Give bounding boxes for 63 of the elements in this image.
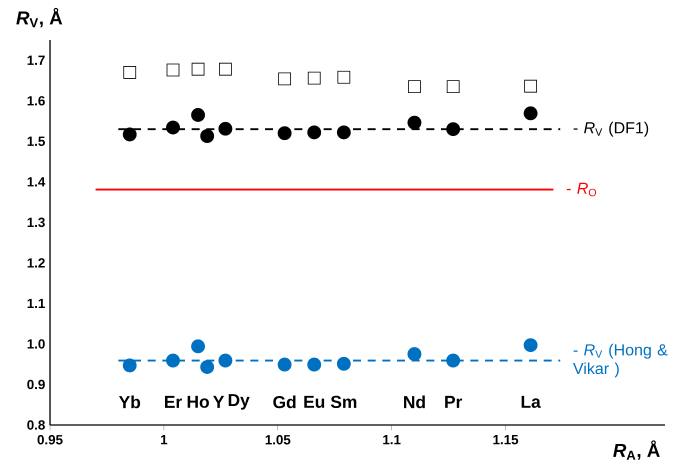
- x-tick-label: 1.05: [266, 435, 290, 444]
- point: [446, 80, 460, 94]
- y-tick-label: 1.4: [28, 177, 46, 186]
- point: [122, 127, 137, 142]
- annotation: Y: [213, 396, 224, 408]
- x-tick-label: 1.15: [493, 435, 518, 444]
- point: [200, 360, 214, 374]
- point: [123, 66, 136, 79]
- point: [408, 347, 422, 362]
- y-tick-label: 1.3: [28, 218, 45, 228]
- annotation: Sm: [330, 396, 356, 408]
- series-label: - R$_{V}$ (Hong & Vikar ): [572, 344, 668, 378]
- point: [200, 129, 214, 143]
- point: [166, 64, 180, 76]
- y-tick-label: 1.6: [28, 96, 45, 106]
- point: [446, 122, 460, 136]
- y-tick-label: 1.7: [28, 56, 45, 65]
- annotation: Eu: [304, 396, 324, 408]
- annotation: La: [522, 396, 541, 408]
- annotation: Pr: [445, 396, 462, 408]
- y-tick-label: 1.2: [28, 258, 45, 268]
- y-tick-label: 1.1: [28, 298, 45, 308]
- y-tick-label: 1.5: [28, 136, 45, 146]
- point: [524, 106, 538, 120]
- point: [524, 80, 538, 93]
- point: [218, 62, 232, 76]
- point: [337, 70, 350, 84]
- x-tick-label: 1.1: [383, 435, 401, 444]
- point: [308, 72, 321, 84]
- annotation: Ho: [188, 396, 209, 408]
- point: [278, 358, 292, 372]
- point: [307, 358, 322, 372]
- point: [166, 354, 180, 368]
- annotation: Dy: [228, 394, 250, 410]
- point: [524, 338, 538, 352]
- annotation: Nd: [404, 396, 425, 408]
- point: [192, 62, 204, 76]
- point: [278, 72, 292, 86]
- point: [191, 339, 205, 354]
- point: [408, 116, 422, 130]
- series-label: - R$_{V}$ (DF1): [574, 122, 648, 137]
- point: [446, 354, 460, 368]
- point: [166, 120, 180, 134]
- point: [218, 354, 232, 368]
- x-tick-label: 1: [161, 435, 168, 444]
- point: [122, 358, 137, 372]
- x-tick-label: 0.95: [38, 435, 63, 444]
- series-label: - R$_{O}$: [566, 182, 596, 196]
- y-tick-label: 1.0: [28, 339, 45, 349]
- point: [408, 80, 421, 94]
- annotation: Yb: [118, 396, 140, 408]
- x-axis-title: R$_{A}$, Å: [613, 440, 660, 460]
- annotation: Er: [165, 396, 182, 408]
- point: [218, 122, 232, 136]
- point: [278, 126, 292, 140]
- y-axis-title: R$_{V}$, Å: [16, 8, 62, 28]
- y-tick-label: 0.8: [27, 420, 45, 430]
- point: [336, 356, 351, 371]
- point: [307, 125, 322, 140]
- point: [191, 108, 205, 122]
- y-tick-label: 0.9: [27, 380, 45, 390]
- point: [336, 125, 351, 140]
- annotation: Gd: [273, 396, 296, 408]
